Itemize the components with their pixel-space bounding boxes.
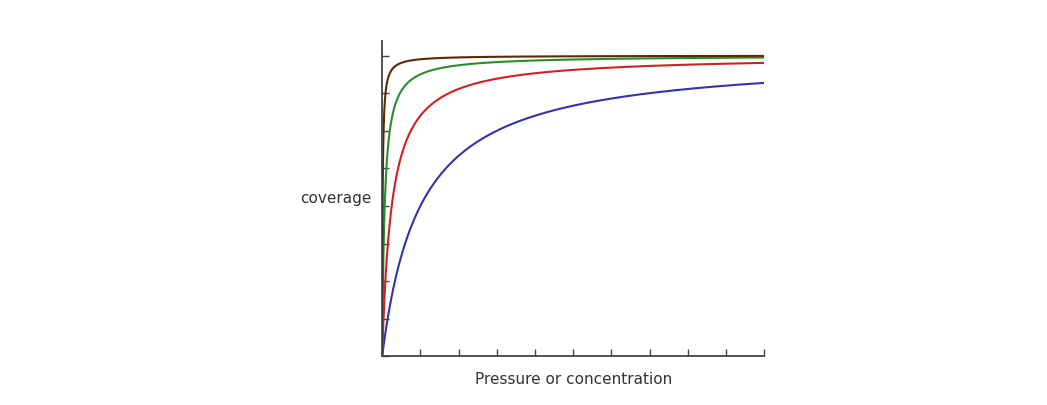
Text: coverage: coverage [300,191,372,206]
X-axis label: Pressure or concentration: Pressure or concentration [474,372,672,387]
